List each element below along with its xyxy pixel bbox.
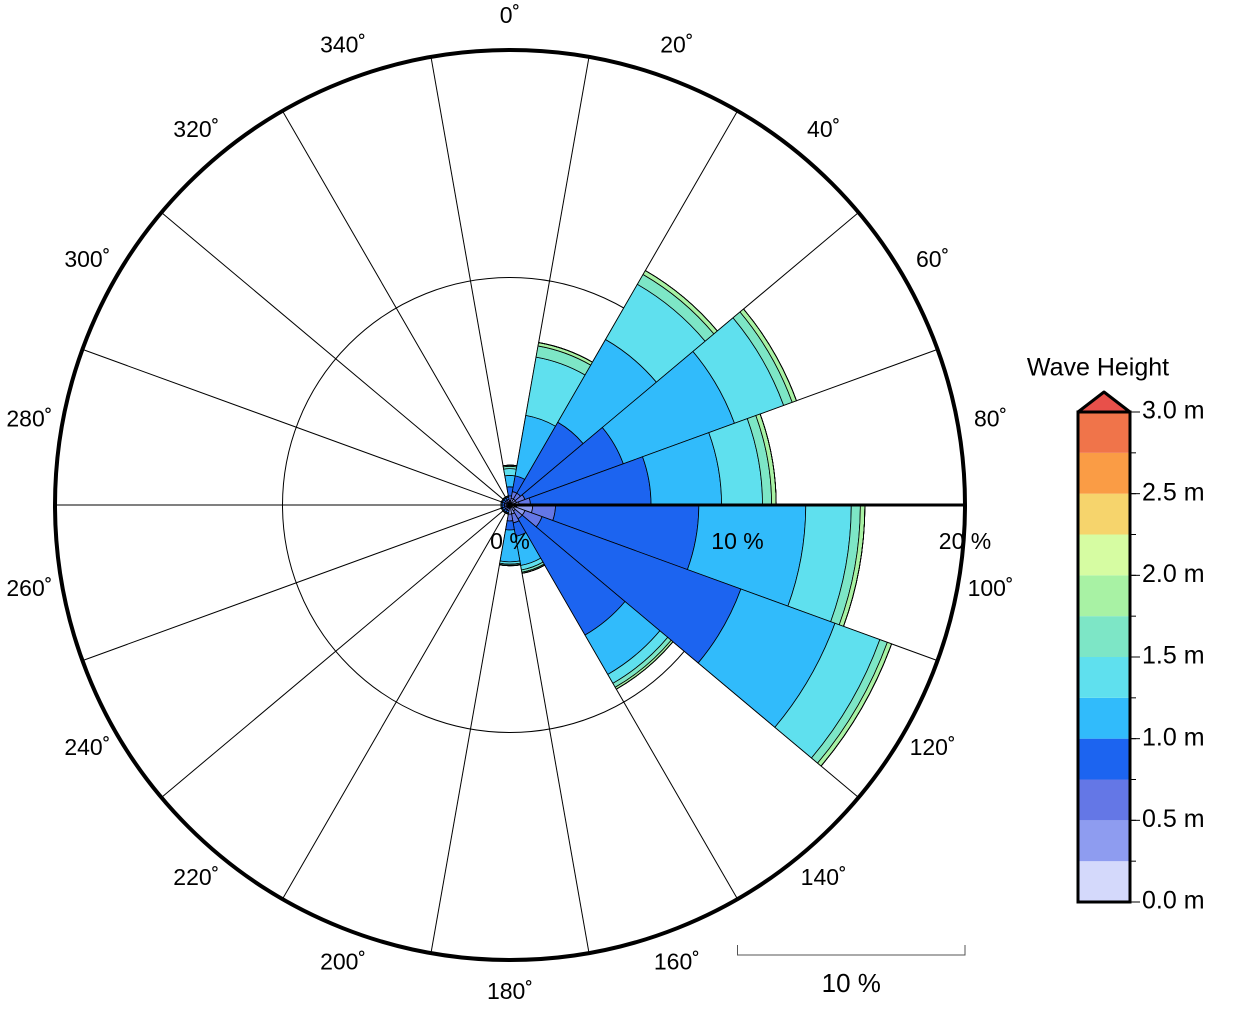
- direction-label: 140˚: [801, 864, 847, 890]
- direction-label: 100˚: [968, 575, 1014, 601]
- colorbar-cell: [1078, 861, 1130, 902]
- spoke: [161, 213, 510, 505]
- spoke: [82, 505, 510, 661]
- direction-label: 160˚: [654, 949, 700, 975]
- spoke: [283, 505, 511, 899]
- direction-label: 80˚: [974, 405, 1007, 431]
- colorbar-cell: [1078, 739, 1130, 780]
- colorbar-tick-label: 0.0 m: [1142, 887, 1205, 915]
- colorbar-cell: [1078, 698, 1130, 739]
- direction-label: 120˚: [910, 734, 956, 760]
- spoke: [431, 57, 510, 505]
- direction-label: 220˚: [173, 864, 219, 890]
- colorbar-cell: [1078, 575, 1130, 616]
- colorbar-tick-label: 1.0 m: [1142, 723, 1205, 751]
- direction-label: 340˚: [320, 32, 366, 58]
- direction-label: 60˚: [916, 246, 949, 272]
- colorbar-tick-label: 2.5 m: [1142, 478, 1205, 506]
- direction-label: 320˚: [173, 116, 219, 142]
- radial-tick-label: 20 %: [939, 528, 991, 554]
- direction-label: 200˚: [320, 949, 366, 975]
- colorbar-cell: [1078, 494, 1130, 535]
- spoke: [431, 505, 510, 953]
- direction-label: 40˚: [807, 116, 840, 142]
- direction-label: 180˚: [487, 978, 533, 1004]
- wedge: [504, 469, 517, 476]
- scale-bar: [738, 945, 966, 955]
- spoke: [161, 505, 510, 797]
- colorbar-extend: [1078, 392, 1130, 412]
- colorbar-cell: [1078, 453, 1130, 494]
- colorbar-cell: [1078, 616, 1130, 657]
- direction-label: 300˚: [64, 246, 110, 272]
- radial-tick-label: 0 %: [490, 528, 530, 554]
- direction-label: 0˚: [500, 2, 520, 28]
- colorbar-cell: [1078, 657, 1130, 698]
- colorbar-tick-label: 2.0 m: [1142, 560, 1205, 588]
- colorbar-cell: [1078, 535, 1130, 576]
- colorbar-cell: [1078, 412, 1130, 453]
- direction-label: 240˚: [64, 734, 110, 760]
- colorbar-tick-label: 1.5 m: [1142, 642, 1205, 670]
- spoke: [283, 111, 511, 505]
- colorbar-cell: [1078, 780, 1130, 821]
- radial-tick-label: 10 %: [711, 528, 763, 554]
- direction-label: 20˚: [660, 32, 693, 58]
- colorbar-title: Wave Height: [1027, 354, 1169, 382]
- spoke: [82, 349, 510, 505]
- colorbar-tick-label: 3.0 m: [1142, 397, 1205, 425]
- colorbar-tick-label: 0.5 m: [1142, 805, 1205, 833]
- colorbar-cell: [1078, 820, 1130, 861]
- scale-bar-label: 10 %: [822, 968, 881, 998]
- direction-label: 280˚: [6, 405, 52, 431]
- direction-label: 260˚: [6, 575, 52, 601]
- wedge: [507, 514, 513, 521]
